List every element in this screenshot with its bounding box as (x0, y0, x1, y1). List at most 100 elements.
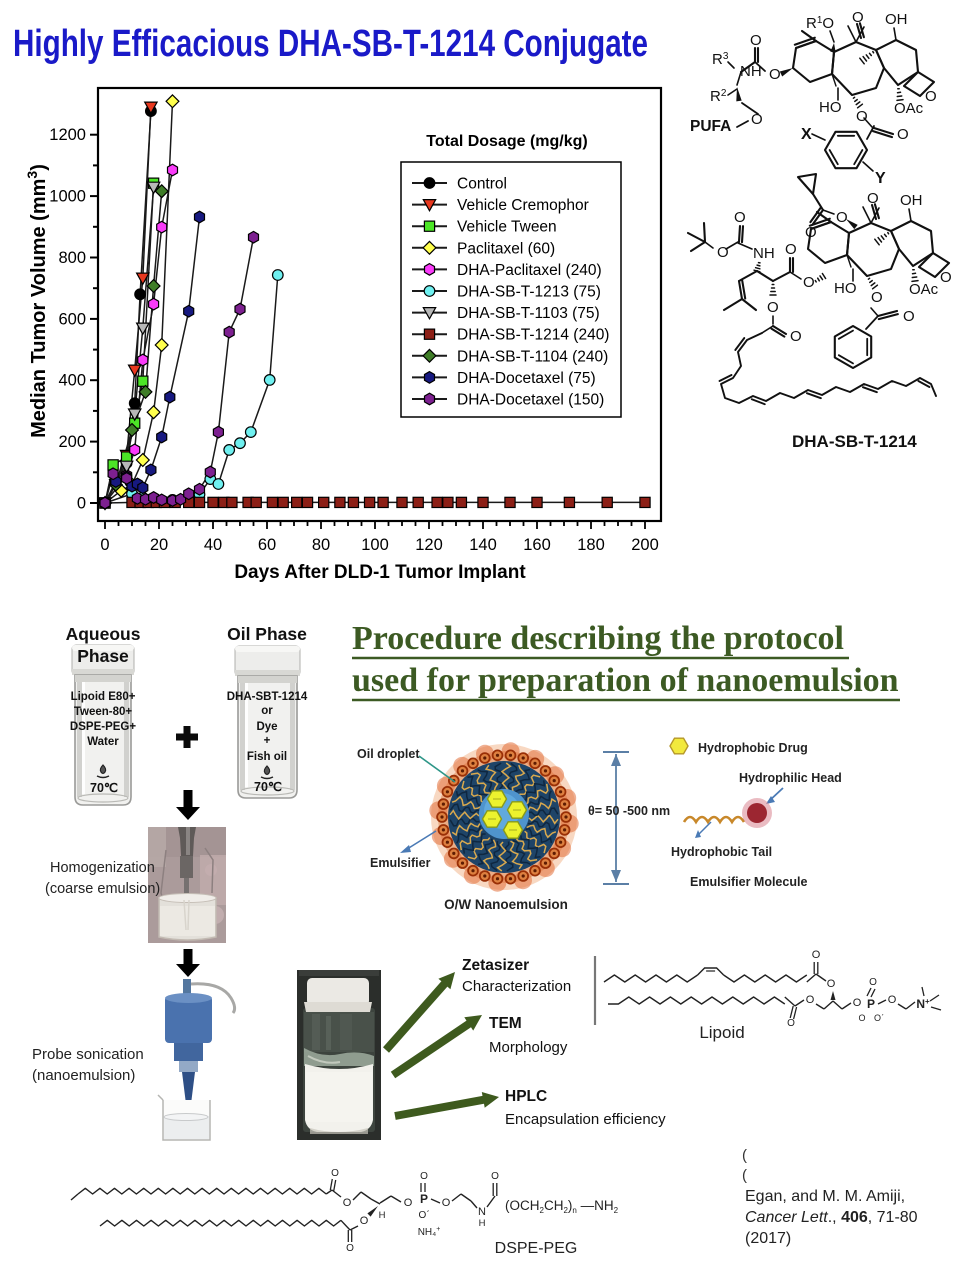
svg-text:Morphology: Morphology (489, 1039, 568, 1056)
svg-text:Zetasizer: Zetasizer (462, 957, 529, 974)
svg-text:PUFA: PUFA (690, 118, 731, 135)
svg-text:X: X (801, 126, 812, 143)
svg-text:60: 60 (258, 536, 276, 554)
svg-text:O: O (787, 1018, 795, 1029)
svg-text:O: O (803, 274, 815, 291)
svg-text:Homogenization: Homogenization (50, 860, 155, 876)
svg-text:Water: Water (87, 736, 119, 748)
svg-text:(: ( (742, 1167, 747, 1184)
svg-text:(nanoemulsion): (nanoemulsion) (32, 1067, 135, 1084)
svg-text:O: O (750, 32, 762, 49)
svg-text:P: P (420, 1192, 428, 1206)
svg-text:HO: HO (834, 280, 857, 297)
svg-text:80: 80 (312, 536, 330, 554)
svg-text:O: O (343, 1197, 352, 1209)
svg-text:70℃: 70℃ (254, 780, 282, 794)
svg-text:Total Dosage (mg/kg): Total Dosage (mg/kg) (426, 133, 588, 150)
svg-text:120: 120 (415, 536, 443, 554)
svg-text:O: O (867, 190, 879, 207)
svg-text:or: or (261, 705, 273, 717)
svg-text:O: O (420, 1171, 428, 1182)
svg-text:HO: HO (819, 99, 842, 116)
svg-text:800: 800 (58, 249, 86, 267)
svg-text:Encapsulation efficiency: Encapsulation efficiency (505, 1111, 666, 1128)
svg-text:O: O (360, 1215, 369, 1227)
svg-text:OAc: OAc (894, 100, 924, 117)
svg-text:Egan, and M. M. Amiji,: Egan, and M. M. Amiji, (745, 1188, 905, 1205)
svg-text:O: O (925, 88, 937, 105)
svg-text:O: O (785, 241, 797, 258)
svg-text:Lipoid: Lipoid (699, 1023, 744, 1042)
svg-text:DSPE-PEG: DSPE-PEG (495, 1240, 578, 1257)
svg-text:400: 400 (58, 372, 86, 390)
svg-text:O: O (940, 269, 952, 286)
svg-text:Emulsifier Molecule: Emulsifier Molecule (690, 875, 807, 889)
svg-text:O: O (871, 289, 883, 306)
svg-text:200: 200 (631, 536, 659, 554)
svg-text:(: ( (742, 1147, 747, 1164)
svg-text:O: O (767, 299, 779, 316)
svg-text:O/W Nanoemulsion: O/W Nanoemulsion (444, 897, 568, 912)
svg-text:160: 160 (523, 536, 551, 554)
svg-text:N+: N+ (916, 997, 930, 1011)
svg-text:0: 0 (100, 536, 109, 554)
svg-text:Probe sonication: Probe sonication (32, 1046, 144, 1063)
svg-text:OH: OH (900, 192, 923, 209)
svg-text:O: O (897, 126, 909, 143)
svg-text:θ= 50 -500 nm: θ= 50 -500 nm (588, 804, 670, 818)
svg-text:40: 40 (204, 536, 222, 554)
svg-text:O: O (331, 1168, 339, 1179)
svg-text:200: 200 (58, 433, 86, 451)
svg-text:180: 180 (577, 536, 605, 554)
svg-text:OH: OH (885, 11, 908, 28)
svg-text:H: H (479, 1218, 486, 1229)
svg-text:Phase: Phase (77, 646, 129, 666)
svg-text:Oil droplet: Oil droplet (357, 747, 420, 761)
svg-text:DHA-Docetaxel (150): DHA-Docetaxel (150) (457, 392, 604, 409)
svg-text:(OCH2CH2)n —NH2: (OCH2CH2)n —NH2 (505, 1198, 619, 1215)
svg-text:TEM: TEM (489, 1015, 522, 1032)
svg-text:R3: R3 (712, 51, 729, 68)
svg-text:O: O (827, 978, 836, 990)
svg-text:1000: 1000 (49, 188, 86, 206)
svg-text:DHA-SB-T-1214 (240): DHA-SB-T-1214 (240) (457, 327, 609, 344)
svg-text:600: 600 (58, 310, 86, 328)
svg-text:O: O (404, 1197, 413, 1209)
svg-text:Vehicle Tween: Vehicle Tween (457, 219, 557, 236)
svg-text:20: 20 (150, 536, 168, 554)
svg-text:R1O: R1O (806, 15, 834, 32)
svg-text:O: O (903, 308, 915, 325)
svg-text:O: O (442, 1197, 451, 1209)
svg-text:O: O (717, 244, 729, 261)
svg-text:O: O (805, 224, 817, 241)
svg-text:O: O (769, 66, 781, 83)
svg-text:Oˊ: Oˊ (418, 1209, 429, 1221)
svg-text:R2: R2 (710, 88, 727, 105)
svg-text:Fish oil: Fish oil (247, 751, 287, 763)
svg-text:O: O (812, 949, 821, 961)
svg-text:O: O (856, 108, 868, 125)
svg-text:Control: Control (457, 176, 507, 193)
svg-text:Oil Phase: Oil Phase (227, 624, 307, 644)
svg-text:O: O (858, 1013, 865, 1023)
svg-text:N: N (478, 1206, 486, 1218)
svg-text:(2017): (2017) (745, 1230, 791, 1247)
svg-text:Highly Efficacious DHA-SB-T-12: Highly Efficacious DHA-SB-T-1214 Conjuga… (13, 23, 648, 65)
svg-text:+: + (264, 735, 271, 747)
svg-text:O: O (888, 994, 897, 1006)
svg-text:Characterization: Characterization (462, 978, 571, 995)
svg-text:H: H (379, 1210, 386, 1221)
svg-text:NH: NH (753, 245, 775, 262)
svg-text:(coarse emulsion): (coarse emulsion) (45, 881, 160, 897)
svg-text:Emulsifier: Emulsifier (370, 856, 431, 870)
svg-text:DHA-SBT-1214: DHA-SBT-1214 (227, 691, 308, 703)
svg-text:NH: NH (740, 63, 762, 80)
svg-text:DHA-Paclitaxel (240): DHA-Paclitaxel (240) (457, 262, 602, 279)
svg-text:OAc: OAc (909, 281, 939, 298)
svg-text:O: O (806, 994, 815, 1006)
svg-text:Days After DLD-1 Tumor Implant: Days After DLD-1 Tumor Implant (234, 562, 526, 583)
svg-text:140: 140 (469, 536, 497, 554)
svg-text:O: O (852, 9, 864, 26)
svg-text:Hydrophilic Head: Hydrophilic Head (739, 771, 842, 785)
svg-text:Dye: Dye (256, 721, 277, 733)
